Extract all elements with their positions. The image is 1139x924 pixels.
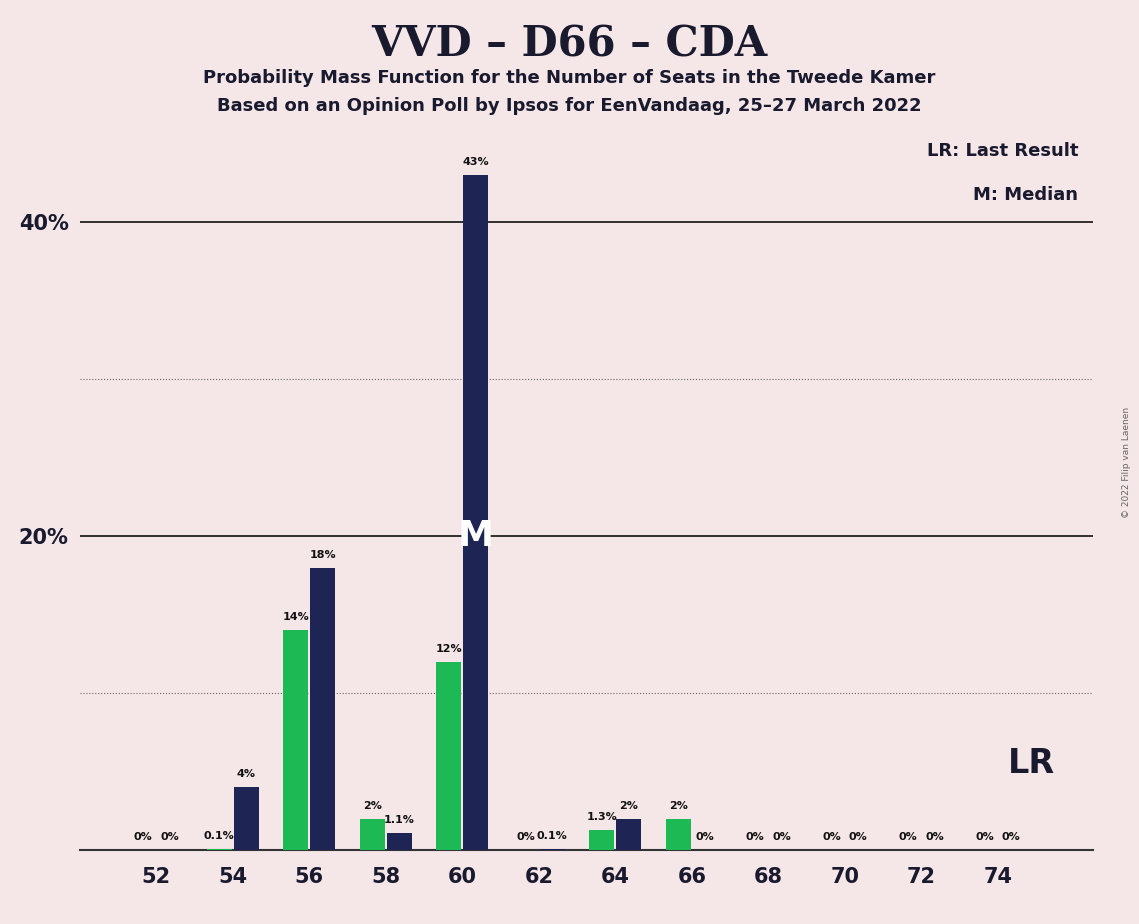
Text: 1.3%: 1.3% xyxy=(587,812,617,821)
Bar xyxy=(666,819,691,850)
Text: 0%: 0% xyxy=(899,833,917,843)
Bar xyxy=(207,848,231,850)
Bar xyxy=(464,175,489,850)
Bar xyxy=(310,567,335,850)
Text: 2%: 2% xyxy=(620,801,638,811)
Bar xyxy=(540,848,565,850)
Text: Probability Mass Function for the Number of Seats in the Tweede Kamer: Probability Mass Function for the Number… xyxy=(204,69,935,87)
Text: 0.1%: 0.1% xyxy=(536,831,567,841)
Bar xyxy=(436,662,461,850)
Text: Based on an Opinion Poll by Ipsos for EenVandaag, 25–27 March 2022: Based on an Opinion Poll by Ipsos for Ee… xyxy=(218,97,921,115)
Text: 1.1%: 1.1% xyxy=(384,815,415,825)
Text: 0%: 0% xyxy=(1002,833,1021,843)
Text: 0%: 0% xyxy=(822,833,841,843)
Text: 0%: 0% xyxy=(161,833,179,843)
Text: 18%: 18% xyxy=(310,550,336,560)
Text: 2%: 2% xyxy=(669,801,688,811)
Text: 0%: 0% xyxy=(696,833,714,843)
Text: 2%: 2% xyxy=(363,801,382,811)
Text: M: M xyxy=(458,519,493,553)
Text: 43%: 43% xyxy=(462,157,489,167)
Text: 0%: 0% xyxy=(746,833,764,843)
Text: 0%: 0% xyxy=(772,833,792,843)
Bar xyxy=(233,787,259,850)
Text: 0.1%: 0.1% xyxy=(204,831,235,841)
Text: LR: Last Result: LR: Last Result xyxy=(927,142,1079,160)
Text: LR: LR xyxy=(1008,748,1055,780)
Bar xyxy=(616,819,641,850)
Text: 4%: 4% xyxy=(237,770,255,780)
Text: 0%: 0% xyxy=(925,833,944,843)
Bar xyxy=(590,830,614,850)
Text: VVD – D66 – CDA: VVD – D66 – CDA xyxy=(371,23,768,65)
Text: 12%: 12% xyxy=(435,644,462,654)
Text: 0%: 0% xyxy=(133,833,153,843)
Text: 0%: 0% xyxy=(849,833,868,843)
Text: M: Median: M: Median xyxy=(973,186,1079,204)
Text: © 2022 Filip van Laenen: © 2022 Filip van Laenen xyxy=(1122,407,1131,517)
Bar xyxy=(387,833,411,850)
Text: 0%: 0% xyxy=(975,833,994,843)
Bar xyxy=(284,630,309,850)
Bar xyxy=(360,819,385,850)
Text: 0%: 0% xyxy=(516,833,534,843)
Text: 14%: 14% xyxy=(282,613,309,623)
